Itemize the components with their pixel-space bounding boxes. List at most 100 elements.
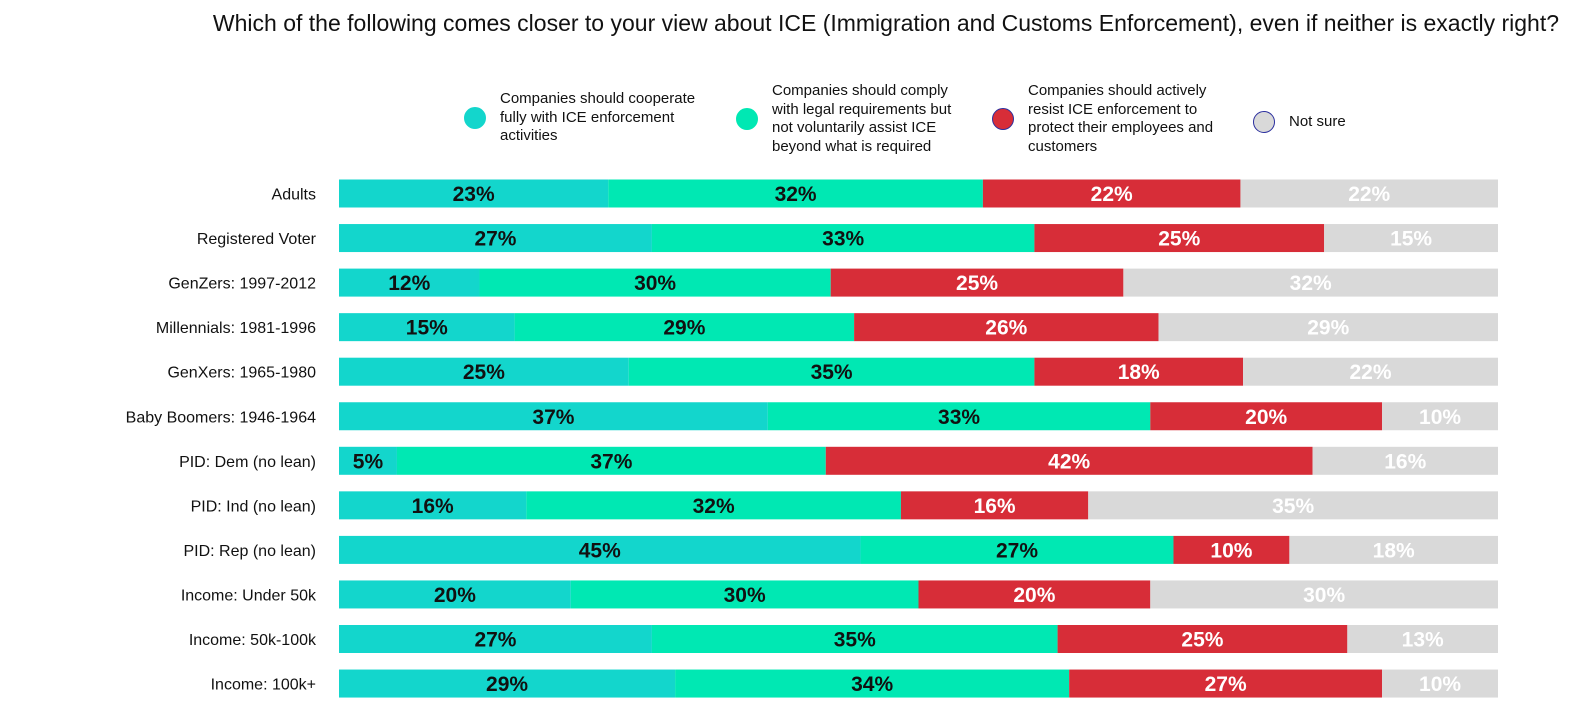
bar-segment [1173,535,1290,564]
row-label: GenZers: 1997-2012 [168,276,316,293]
bar-segment [570,580,919,609]
bar-segment [1034,357,1244,386]
bar-segment [339,402,768,431]
value-label: 32% [693,495,735,518]
bar-segment [651,224,1035,253]
bar-segment [339,313,515,342]
value-label: 27% [1205,673,1247,696]
value-label: 35% [811,361,853,384]
value-label: 32% [775,183,817,206]
bar-segment [608,179,983,208]
value-label: 25% [956,272,998,295]
value-label: 16% [974,495,1016,518]
legend-line: customers [1028,137,1098,155]
value-label: 30% [1303,584,1345,607]
value-label: 27% [474,228,516,251]
value-label: 32% [1290,272,1332,295]
bar-segment [514,313,855,342]
value-label: 18% [1118,361,1160,384]
row-label: Baby Boomers: 1946-1964 [126,409,316,426]
bar-segment [339,446,397,475]
row-label: Income: 50k-100k [189,632,317,649]
value-label: 10% [1419,673,1461,696]
legend-item-resist: Companies should actively resist ICE enf… [992,82,1213,156]
row-label: PID: Rep (no lean) [183,543,316,560]
bar-segment [675,669,1070,698]
bar-segment [1069,669,1383,698]
bar-segment [339,491,527,520]
legend-item-cooperate: Companies should cooperate fully with IC… [464,90,695,146]
bar-segment [1150,402,1383,431]
bar-segment [1324,224,1498,253]
bar-segment [1289,535,1498,564]
bar-segment [396,446,826,475]
bar-segment [1243,357,1498,386]
legend-line: Companies should comply [772,82,948,99]
bar-segment [1240,179,1498,208]
bar-segment [526,491,901,520]
bar-segment [479,268,831,297]
bar-segment [339,357,629,386]
value-label: 20% [434,584,476,607]
value-label: 34% [851,673,893,696]
legend-label-not-sure: Not sure [1289,113,1346,132]
row-label: Income: Under 50k [181,587,317,604]
bar-segment [1034,224,1325,253]
value-label: 33% [822,228,864,251]
bar-segment [1382,402,1498,431]
value-label: 27% [474,629,516,652]
bar-segment [339,669,676,698]
legend-line: activities [500,127,558,144]
value-label: 27% [996,539,1038,562]
value-label: 12% [388,272,430,295]
chart-title: Which of the following comes closer to y… [212,10,1559,36]
bar-segment [1382,669,1498,698]
bar-segment [339,224,652,253]
value-label: 30% [724,584,766,607]
legend-swatch-cooperate [464,106,486,129]
row-label: GenXers: 1965-1980 [167,365,316,382]
bar-segment [1088,491,1498,520]
bar-segment [628,357,1035,386]
legend-line: Not sure [1289,112,1346,130]
value-label: 22% [1348,183,1390,206]
bar-segment [1347,625,1498,653]
bar-segment [339,580,571,609]
bar-segment [767,402,1151,431]
bar-segment [854,313,1159,342]
legend-item-not-sure: Not sure [1253,111,1346,133]
value-label: 29% [663,317,705,340]
legend-label-resist: Companies should actively resist ICE enf… [1028,82,1213,156]
row-label: Adults [272,187,316,204]
value-label: 30% [634,272,676,295]
legend-swatch-not-sure [1253,111,1275,133]
value-label: 42% [1048,450,1090,473]
bar-segment [1150,580,1498,609]
bar-segment [1123,268,1498,297]
value-label: 22% [1349,361,1391,384]
legend-label-comply: Companies should comply with legal requi… [772,82,951,156]
value-label: 29% [486,673,528,696]
value-label: 22% [1091,183,1133,206]
bar-segment [830,268,1124,297]
value-label: 35% [1272,495,1314,518]
legend-swatch-resist [992,108,1014,130]
row-label: Registered Voter [197,231,317,248]
value-label: 37% [590,450,632,473]
value-label: 15% [1390,228,1432,251]
bar-segment [918,580,1151,609]
value-label: 5% [353,450,384,473]
value-label: 18% [1373,539,1415,562]
legend-swatch-comply [736,108,758,130]
legend-line: fully with ICE enforcement [500,108,675,126]
value-label: 29% [1307,317,1349,340]
value-label: 15% [406,317,448,340]
legend-line: with legal requirements but [772,100,952,118]
legend-line: beyond what is required [772,137,932,155]
bar-segment [339,268,480,297]
value-label: 37% [532,406,574,429]
bar-segment [982,179,1241,208]
legend-line: not voluntarily assist ICE [772,119,937,136]
legend-line: Companies should actively [1028,82,1207,99]
value-label: 33% [938,406,980,429]
